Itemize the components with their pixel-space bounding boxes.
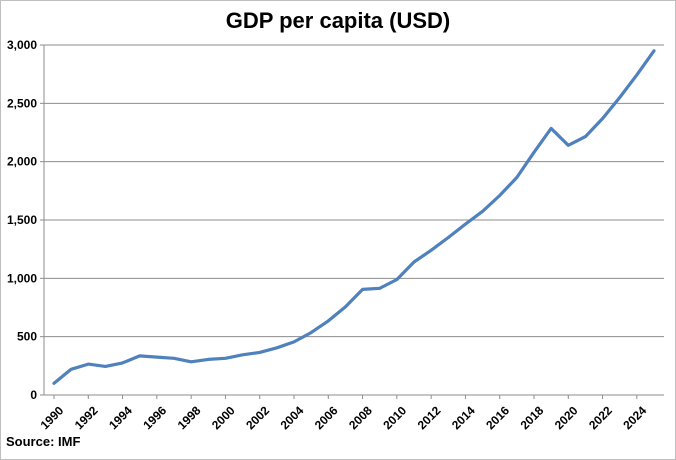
x-tick-label: 2002 bbox=[243, 403, 272, 432]
x-tick-labels: 1990 1992 1994 1996 1998 2000 2002 2004 2006 2008… bbox=[38, 403, 650, 432]
x-tick-label: 1998 bbox=[175, 403, 204, 432]
y-tick-label: 2,500 bbox=[7, 96, 37, 110]
y-tick-labels: 0 500 1,000 1,500 2,000 2,500 3,000 bbox=[7, 38, 37, 402]
x-tick-label: 2000 bbox=[209, 403, 238, 432]
x-tick-label: 2010 bbox=[380, 403, 409, 432]
x-tick-label: 1996 bbox=[140, 403, 169, 432]
axes bbox=[40, 44, 664, 399]
data-series bbox=[52, 49, 656, 385]
y-tick-label: 1,500 bbox=[7, 213, 37, 227]
x-tick-label: 2008 bbox=[346, 403, 375, 432]
source-note: Source: IMF bbox=[6, 434, 81, 449]
x-tick-label: 2006 bbox=[312, 403, 341, 432]
x-tick-label: 2024 bbox=[620, 403, 649, 432]
y-tick-label: 1,000 bbox=[7, 271, 37, 285]
x-tick-label: 1992 bbox=[72, 403, 101, 432]
y-tick-label: 3,000 bbox=[7, 38, 37, 52]
x-tick-label: 2016 bbox=[483, 403, 512, 432]
x-tick-label: 2018 bbox=[518, 403, 547, 432]
y-tick-label: 500 bbox=[17, 330, 37, 344]
x-tick-label: 2022 bbox=[586, 403, 615, 432]
x-tick-label: 2004 bbox=[278, 403, 307, 432]
chart-title: GDP per capita (USD) bbox=[225, 8, 451, 33]
y-tick-label: 0 bbox=[30, 388, 37, 402]
gridlines bbox=[44, 44, 664, 338]
x-tick-label: 2014 bbox=[449, 403, 478, 432]
x-tick-label: 2012 bbox=[415, 403, 444, 432]
series-line bbox=[52, 49, 656, 385]
x-tick-label: 2020 bbox=[552, 403, 581, 432]
x-tick-label: 1990 bbox=[38, 403, 67, 432]
y-tick-label: 2,000 bbox=[7, 155, 37, 169]
x-tick-label: 1994 bbox=[106, 403, 135, 432]
